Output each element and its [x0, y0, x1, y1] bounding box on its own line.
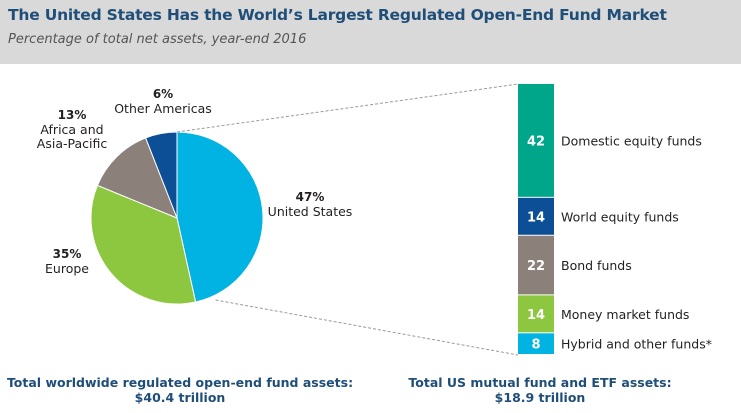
- pie-percent-other-americas: 6%: [153, 87, 173, 101]
- header-band: The United States Has the World’s Larges…: [0, 0, 741, 64]
- chart-title: The United States Has the World’s Larges…: [8, 6, 667, 24]
- pie-percent-africa-and-asia-pacific: 13%: [58, 108, 87, 122]
- pie-slice-united-states: [176, 131, 264, 303]
- bar-label-hybrid-and-other-funds: Hybrid and other funds*: [561, 337, 712, 352]
- bar-label-money-market-funds: Money market funds: [561, 307, 689, 322]
- bar-value-hybrid-and-other-funds: 8: [531, 338, 540, 353]
- bar-value-world-equity-funds: 14: [527, 210, 545, 225]
- pie-label-africa-and-asia-pacific-line2: Asia-Pacific: [37, 136, 108, 151]
- bar-segment-domestic-equity-funds: [518, 84, 554, 197]
- pie-slice-other-americas: [144, 131, 178, 219]
- bar-label-world-equity-funds: World equity funds: [561, 209, 679, 224]
- bar-segment-hybrid-and-other-funds: [518, 333, 554, 354]
- connector-line-bottom: [215, 299, 519, 356]
- bar-footnote: Total US mutual fund and ETF assets: $18…: [380, 375, 700, 405]
- connector-line-top: [176, 83, 519, 133]
- pie-footnote-line2: $40.4 trillion: [134, 390, 226, 405]
- pie-label-europe: Europe: [45, 261, 89, 276]
- bar-segment-bond-funds: [518, 235, 554, 295]
- pie-footnote-line1: Total worldwide regulated open-end fund …: [6, 375, 354, 390]
- bar-value-domestic-equity-funds: 42: [527, 134, 545, 149]
- stacked-bar-chart: 42 Domestic equity funds 14 World equity fu…: [176, 83, 712, 356]
- bar-segment-world-equity-funds: [518, 197, 554, 235]
- pie-label-africa-and-asia-pacific-line1: Africa and: [40, 122, 103, 137]
- bar-footnote-line2: $18.9 trillion: [494, 390, 586, 405]
- bar-value-money-market-funds: 14: [527, 308, 545, 323]
- pie-percent-europe: 35%: [53, 247, 82, 261]
- bar-label-domestic-equity-funds: Domestic equity funds: [561, 133, 702, 148]
- pie-chart: 47%United States 35%Europe 13%Africa andAs…: [37, 87, 353, 305]
- pie-footnote: Total worldwide regulated open-end fund …: [0, 375, 360, 405]
- pie-percent-united-states: 47%: [296, 190, 325, 204]
- bar-footnote-line1: Total US mutual fund and ETF assets:: [408, 375, 672, 390]
- bar-label-bond-funds: Bond funds: [561, 258, 632, 273]
- chart-subtitle: Percentage of total net assets, year-end…: [8, 32, 307, 47]
- bar-segment-money-market-funds: [518, 295, 554, 333]
- bar-value-bond-funds: 22: [527, 259, 545, 274]
- pie-label-other-americas: Other Americas: [114, 101, 212, 116]
- pie-slice-africa-and-asia-pacific: [96, 137, 178, 219]
- pie-label-united-states: United States: [268, 204, 353, 219]
